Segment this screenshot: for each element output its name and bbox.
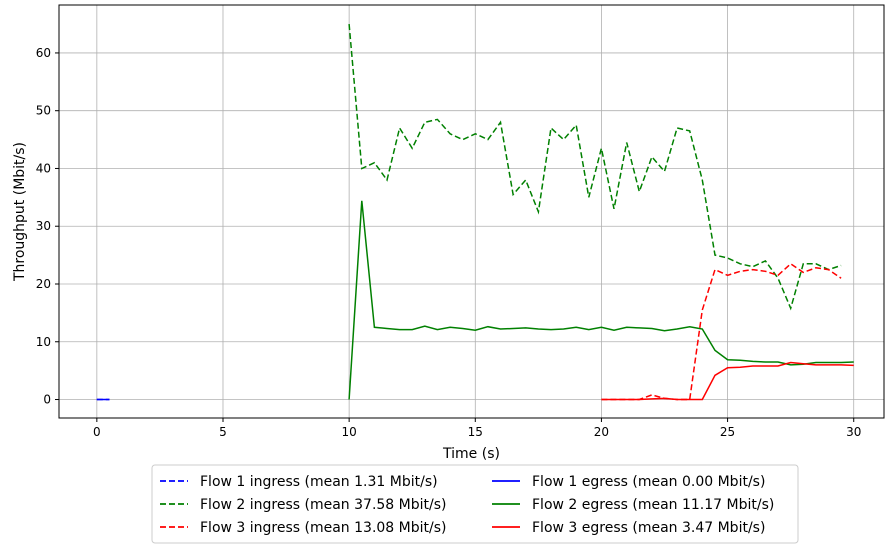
legend-entry-label: Flow 3 egress (mean 3.47 Mbit/s) <box>532 520 765 536</box>
legend-entry-label: Flow 1 ingress (mean 1.31 Mbit/s) <box>200 474 438 490</box>
legend-entry-label: Flow 1 egress (mean 0.00 Mbit/s) <box>532 474 765 490</box>
grid-lines <box>59 5 884 418</box>
y-tick-label: 30 <box>36 219 51 233</box>
y-tick-label: 40 <box>36 161 51 175</box>
x-tick-label: 15 <box>468 425 483 439</box>
legend-box <box>151 464 799 544</box>
x-tick-label: 10 <box>341 425 356 439</box>
legend-entry-label: Flow 3 ingress (mean 13.08 Mbit/s) <box>200 520 446 536</box>
x-tick-label: 20 <box>594 425 609 439</box>
x-tick-label: 0 <box>93 425 101 439</box>
x-axis-label: Time (s) <box>442 446 500 462</box>
y-axis-label: Throughput (Mbit/s) <box>12 142 28 282</box>
y-tick-label: 0 <box>43 393 51 407</box>
y-tick-label: 20 <box>36 277 51 291</box>
y-axis-ticks: 0 10 20 30 40 50 60 <box>36 46 59 407</box>
plot-frame <box>58 4 885 419</box>
series-line-4 <box>348 200 854 400</box>
legend-entry-label: Flow 2 ingress (mean 37.58 Mbit/s) <box>200 497 446 513</box>
y-tick-label: 50 <box>36 104 51 118</box>
x-tick-label: 5 <box>219 425 227 439</box>
y-tick-label: 10 <box>36 335 51 349</box>
series-line-6 <box>601 361 854 401</box>
series-line-3 <box>348 24 842 311</box>
x-tick-label: 30 <box>846 425 861 439</box>
x-tick-label: 25 <box>720 425 735 439</box>
legend: Flow 1 ingress (mean 1.31 Mbit/s) Flow 2 … <box>151 464 799 544</box>
series-layer <box>96 24 854 401</box>
x-axis-ticks: 0 5 10 15 20 25 30 <box>93 418 861 439</box>
legend-entry-label: Flow 2 egress (mean 11.17 Mbit/s) <box>532 497 774 513</box>
y-tick-label: 60 <box>36 46 51 60</box>
